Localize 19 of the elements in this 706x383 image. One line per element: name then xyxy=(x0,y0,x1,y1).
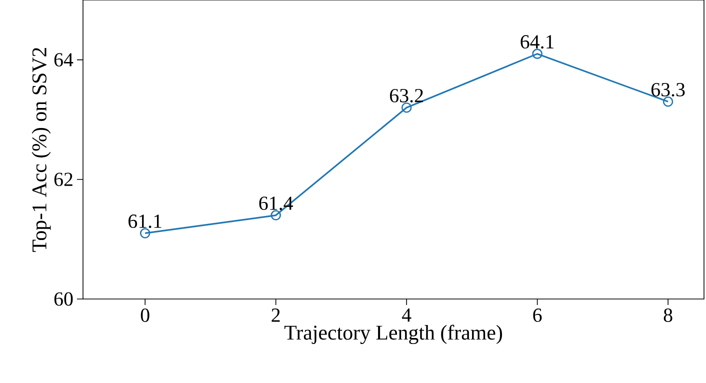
point xyxy=(270,210,281,220)
point xyxy=(532,48,542,59)
y-axis-title: Top-1 Acc (%) on SSV2 xyxy=(32,48,51,252)
data-label: 63.2 xyxy=(390,88,423,102)
x-tick-label: 6 xyxy=(533,308,542,322)
x-tick-label: 2 xyxy=(272,308,280,322)
data-label: 63.3 xyxy=(651,82,685,96)
x-tick-label: 8 xyxy=(664,308,672,322)
x-tick-label: 4 xyxy=(402,308,412,322)
point xyxy=(662,96,674,107)
point xyxy=(401,102,412,113)
data-label: 61.1 xyxy=(128,214,162,228)
data-label: 64.1 xyxy=(520,35,554,49)
y-tick-label: 60 xyxy=(54,292,73,306)
point xyxy=(140,228,150,238)
x-tick-label: 0 xyxy=(140,308,150,322)
x-axis-title: Trajectory Length (frame) xyxy=(284,324,502,344)
y-tick-label: 64 xyxy=(54,53,74,66)
y-tick-label: 62 xyxy=(54,172,72,186)
